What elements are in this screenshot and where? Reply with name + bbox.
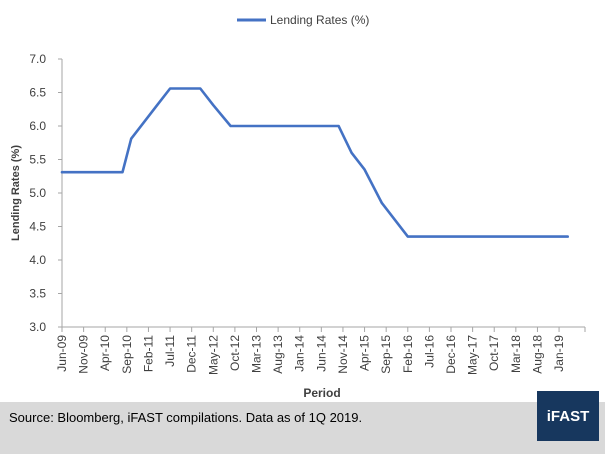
y-tick-label: 3.0 bbox=[29, 320, 46, 334]
y-tick-label: 6.5 bbox=[29, 86, 46, 100]
x-tick-label: Dec-16 bbox=[444, 335, 458, 374]
series-line bbox=[60, 87, 570, 238]
x-tick-label: Jun-09 bbox=[55, 335, 69, 372]
x-tick-label: Nov-14 bbox=[336, 335, 350, 374]
x-tick-label: Mar-18 bbox=[509, 335, 523, 373]
x-tick-label: Feb-11 bbox=[141, 335, 155, 372]
y-tick-label: 6.0 bbox=[29, 119, 46, 133]
y-tick-label: 4.5 bbox=[29, 220, 46, 234]
legend-label: Lending Rates (%) bbox=[270, 13, 369, 27]
y-tick-label: 4.0 bbox=[29, 253, 46, 267]
x-tick-label: Apr-15 bbox=[358, 335, 372, 371]
x-tick-label: Oct-17 bbox=[487, 335, 501, 371]
x-tick-label: Jul-16 bbox=[422, 335, 436, 368]
ifast-logo: iFAST bbox=[537, 391, 599, 441]
x-tick-label: Apr-10 bbox=[98, 335, 112, 371]
x-tick-label: Sep-10 bbox=[120, 335, 134, 374]
x-tick-label: Jun-14 bbox=[314, 335, 328, 372]
x-tick-label: May-12 bbox=[206, 335, 220, 375]
x-tick-label: Jan-14 bbox=[293, 335, 307, 372]
x-tick-label: Jan-19 bbox=[552, 335, 566, 372]
x-axis-title: Period bbox=[303, 386, 340, 400]
x-tick-label: May-17 bbox=[466, 335, 480, 375]
source-note: Source: Bloomberg, iFAST compilations. D… bbox=[9, 410, 363, 425]
y-axis-title: Lending Rates (%) bbox=[10, 145, 22, 241]
x-tick-label: Jul-11 bbox=[163, 335, 177, 367]
y-tick-label: 3.5 bbox=[29, 287, 46, 301]
footer-bar: Source: Bloomberg, iFAST compilations. D… bbox=[0, 402, 605, 454]
x-tick-label: Dec-11 bbox=[185, 335, 199, 373]
x-tick-label: Aug-18 bbox=[530, 335, 544, 374]
x-tick-label: Nov-09 bbox=[77, 335, 91, 374]
x-tick-label: Mar-13 bbox=[250, 335, 264, 373]
x-tick-label: Oct-12 bbox=[228, 335, 242, 371]
x-tick-label: Feb-16 bbox=[401, 335, 415, 373]
logo-text: iFAST bbox=[546, 407, 590, 425]
x-tick-label: Sep-15 bbox=[379, 335, 393, 374]
x-tick-label: Aug-13 bbox=[271, 335, 285, 374]
y-tick-label: 5.5 bbox=[29, 153, 46, 167]
y-tick-label: 7.0 bbox=[29, 52, 46, 66]
y-tick-label: 5.0 bbox=[29, 186, 46, 200]
